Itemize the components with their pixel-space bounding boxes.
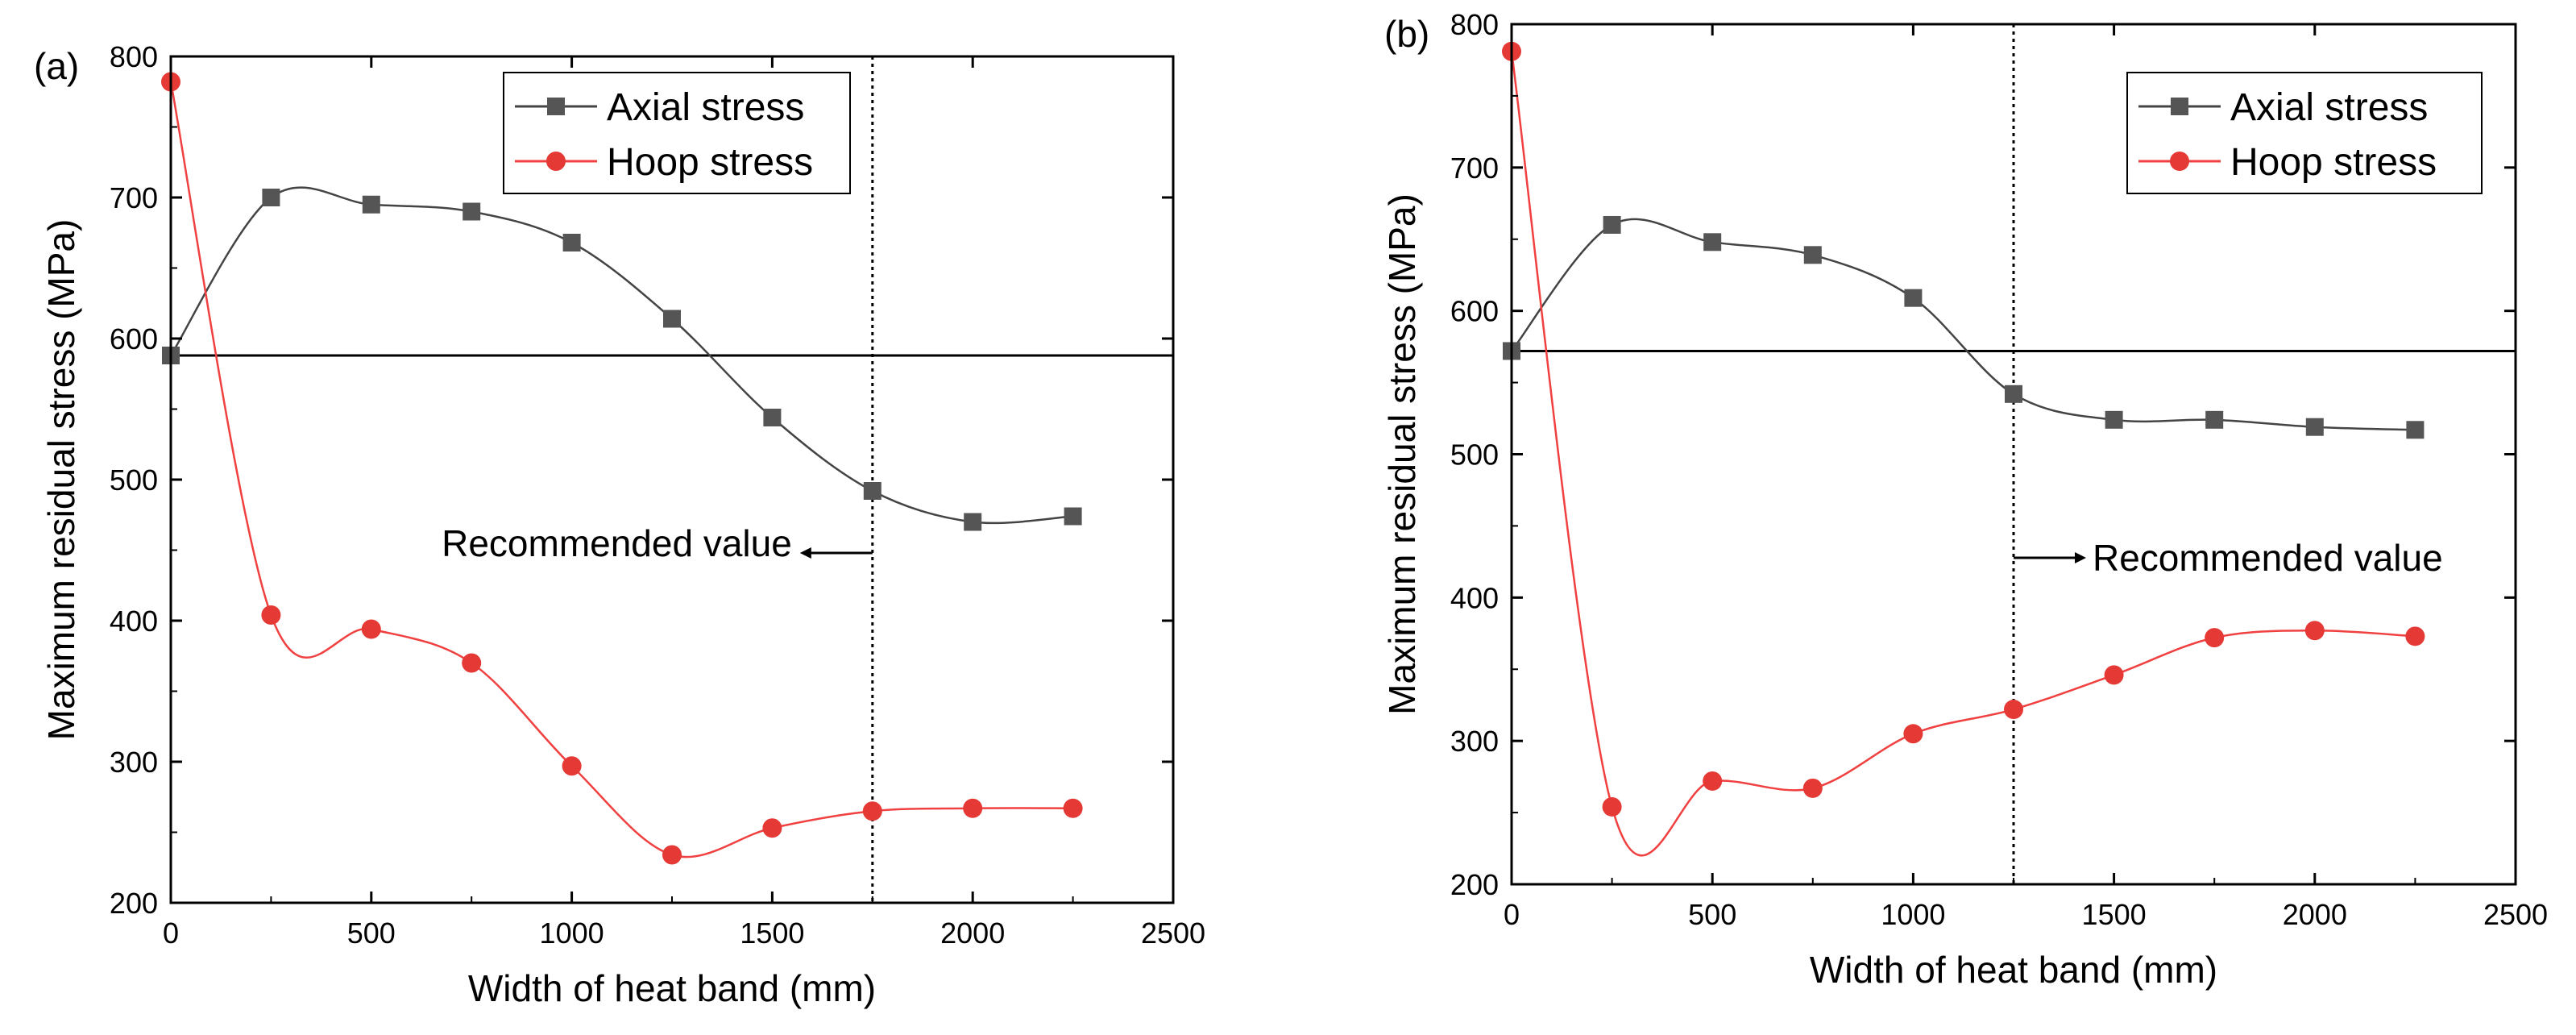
legend-box-b — [2126, 72, 2483, 194]
panel-label-b: (b) — [1384, 13, 1429, 55]
data-point-axial-b-4 — [1904, 289, 1923, 307]
data-point-hoop-b-8 — [2304, 621, 2325, 641]
y-tick-label-a-2: 400 — [110, 605, 158, 638]
data-point-hoop-a-2 — [361, 619, 381, 639]
data-point-axial-b-3 — [1803, 246, 1822, 264]
data-point-axial-a-3 — [463, 202, 481, 221]
legend-marker-hoop-b — [2170, 152, 2189, 171]
x-tick-label-b-4: 2000 — [2283, 898, 2347, 931]
y-tick-label-a-1: 300 — [110, 746, 158, 779]
data-point-hoop-a-8 — [963, 798, 983, 818]
x-tick-label-a-4: 2000 — [940, 917, 1005, 950]
y-tick-label-b-0: 200 — [1450, 868, 1499, 901]
data-point-axial-b-8 — [2305, 418, 2324, 436]
data-point-hoop-a-1 — [261, 605, 281, 625]
data-point-hoop-b-6 — [2104, 665, 2124, 685]
x-tick-label-a-1: 500 — [347, 917, 396, 950]
data-point-axial-a-6 — [763, 409, 782, 426]
x-tick-label-b-3: 1500 — [2082, 898, 2147, 931]
data-point-axial-a-4 — [562, 234, 581, 251]
y-axis-title-b: Maximum residual stress (MPa) — [1381, 193, 1423, 715]
legend-marker-axial-a — [547, 98, 565, 115]
legend-marker-hoop-a — [546, 152, 566, 171]
data-point-hoop-a-5 — [662, 845, 682, 865]
panel-b: 0 500 1000 1500 2000 2500 200 300 400 500 600 700 80… — [1381, 8, 2548, 991]
y-axis-title-a: Maximum residual stress (MPa) — [40, 219, 82, 741]
legend-label-axial-a: Axial stress — [607, 86, 804, 129]
legend-label-axial-b: Axial stress — [2230, 86, 2428, 129]
y-tick-label-b-1: 300 — [1450, 725, 1499, 758]
x-tick-label-b-5: 2500 — [2483, 898, 2548, 931]
series-line-hoop-b — [1510, 51, 2416, 857]
x-tick-label-b-0: 0 — [1504, 898, 1520, 931]
legend-marker-axial-b — [2171, 98, 2188, 115]
y-tick-label-b-4: 600 — [1450, 295, 1499, 328]
data-point-hoop-a-4 — [562, 756, 582, 776]
data-point-hoop-b-4 — [1903, 724, 1923, 744]
data-point-hoop-a-6 — [762, 818, 782, 838]
series-line-axial-a — [169, 186, 1073, 525]
data-point-axial-a-9 — [1064, 507, 1082, 526]
data-point-axial-a-8 — [964, 513, 982, 531]
legend-label-hoop-b: Hoop stress — [2230, 141, 2437, 184]
series-line-hoop-a — [169, 81, 1073, 858]
data-point-axial-b-7 — [2205, 410, 2224, 429]
data-point-hoop-a-7 — [862, 801, 882, 821]
panel-label-a: (a) — [34, 45, 79, 87]
data-point-axial-b-5 — [2005, 384, 2022, 403]
x-tick-label-a-5: 2500 — [1141, 917, 1205, 950]
data-point-hoop-b-2 — [1703, 771, 1723, 791]
data-point-axial-a-5 — [663, 310, 681, 328]
y-tick-label-a-0: 200 — [110, 887, 158, 920]
x-axis-title-b: Width of heat band (mm) — [1810, 949, 2217, 991]
x-tick-label-b-1: 500 — [1688, 898, 1736, 931]
data-point-axial-a-7 — [863, 482, 881, 500]
data-point-hoop-a-9 — [1063, 798, 1083, 818]
annotation-arrowhead-b — [2075, 552, 2086, 563]
legend-box-a — [503, 72, 851, 194]
x-tick-label-a-2: 1000 — [540, 917, 604, 950]
y-tick-label-a-4: 600 — [110, 322, 158, 355]
data-point-axial-b-2 — [1703, 233, 1722, 251]
data-point-hoop-b-3 — [1802, 778, 1823, 798]
y-tick-label-a-6: 800 — [110, 40, 158, 73]
y-tick-label-b-6: 800 — [1450, 8, 1499, 41]
panel-a: 0 500 1000 1500 2000 2500 200 300 400 500 600 700 80… — [34, 40, 1205, 1009]
data-point-axial-b-6 — [2105, 410, 2123, 429]
data-point-axial-b-9 — [2406, 421, 2425, 439]
x-tick-label-b-2: 1000 — [1881, 898, 1945, 931]
annotation-text-b: Recommended value — [2093, 537, 2443, 579]
data-point-hoop-b-5 — [2004, 700, 2023, 720]
x-axis-title-a: Width of heat band (mm) — [468, 967, 876, 1009]
y-tick-label-b-2: 400 — [1450, 581, 1499, 614]
series-line-axial-b — [1511, 218, 2416, 431]
annotation-text-a: Recommended value — [442, 522, 792, 564]
y-tick-label-b-3: 500 — [1450, 439, 1499, 472]
x-tick-label-a-0: 0 — [163, 917, 179, 950]
data-point-axial-b-1 — [1603, 215, 1621, 234]
data-point-hoop-a-3 — [462, 653, 482, 673]
data-point-axial-a-1 — [262, 189, 280, 206]
data-point-hoop-b-1 — [1602, 796, 1622, 817]
data-point-hoop-b-7 — [2205, 628, 2225, 648]
legend-label-hoop-a: Hoop stress — [607, 141, 813, 184]
y-tick-label-a-3: 500 — [110, 463, 158, 497]
annotation-arrowhead-a — [799, 547, 811, 559]
data-point-hoop-b-9 — [2405, 626, 2425, 646]
data-point-axial-a-2 — [362, 195, 380, 214]
y-tick-label-a-5: 700 — [110, 181, 158, 214]
y-tick-label-b-5: 700 — [1450, 152, 1499, 185]
x-tick-label-a-3: 1500 — [740, 917, 804, 950]
